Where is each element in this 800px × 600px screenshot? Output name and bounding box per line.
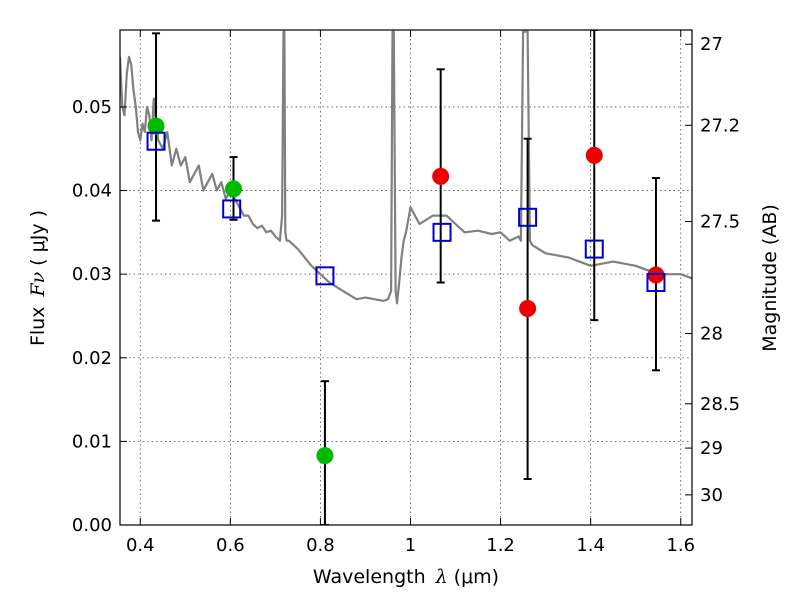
y2-axis-title: Magnitude (AB)	[759, 204, 781, 352]
data-point	[316, 447, 334, 465]
model-spectrum-line	[120, 30, 692, 305]
y-tick-label: 0.00	[72, 515, 112, 536]
model-point	[146, 131, 166, 151]
y-tick-label: 0.04	[72, 181, 112, 202]
model-point	[584, 239, 604, 259]
x-tick-label: 1.2	[486, 535, 515, 556]
x-tick-label: 1.6	[666, 535, 695, 556]
x-tick-label: 1	[405, 535, 416, 556]
y-tick-label: 0.05	[72, 97, 112, 118]
y-tick-label: 0.03	[72, 264, 112, 285]
y2-tick-label: 27	[700, 34, 723, 55]
grid	[120, 30, 692, 525]
y-axis-title: FluxFν( μJy )	[27, 210, 49, 346]
model-spectrum-layer	[120, 30, 692, 305]
plot-frame	[119, 29, 693, 526]
y2-tick-label: 28	[700, 324, 723, 345]
model-point	[432, 222, 452, 242]
y2-tick-label: 28.5	[700, 394, 740, 415]
model-point	[315, 266, 335, 286]
y2-tick-label: 30	[700, 485, 723, 506]
data-point	[519, 299, 537, 317]
x-axis-title: Wavelength λ (μm)	[313, 566, 499, 588]
markers-layer	[146, 117, 666, 465]
y2-tick-label: 29	[700, 438, 723, 459]
model-point	[646, 273, 666, 293]
y-tick-label: 0.02	[72, 348, 112, 369]
x-tick-label: 0.8	[306, 535, 335, 556]
ticks: 0.4 0.6 0.8 1 1.2 1.4 1.6 0.00 0.01 0.02 0.03 0.04 0…	[72, 30, 740, 556]
data-point	[224, 180, 242, 198]
x-tick-label: 0.4	[126, 535, 155, 556]
error-bars-layer	[152, 30, 660, 525]
plot-area	[120, 30, 692, 525]
model-point	[222, 199, 242, 219]
model-point	[518, 207, 538, 227]
y-tick-label: 0.01	[72, 431, 112, 452]
data-point	[585, 146, 603, 164]
x-tick-label: 1.4	[576, 535, 605, 556]
y2-tick-label: 27.5	[700, 211, 740, 232]
data-point	[432, 167, 450, 185]
y2-tick-label: 27.2	[700, 115, 740, 136]
x-tick-label: 0.6	[216, 535, 245, 556]
data-point	[147, 117, 165, 135]
